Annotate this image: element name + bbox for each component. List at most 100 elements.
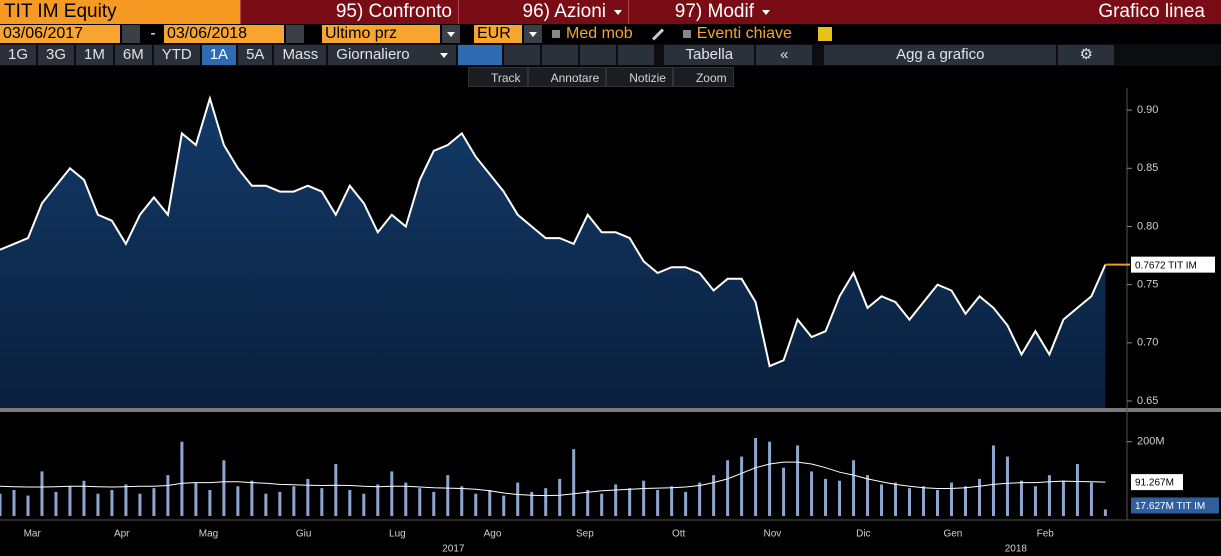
price-line: [0, 95, 1107, 368]
volume-bar: [600, 493, 604, 516]
calendar[interactable]: [286, 25, 304, 43]
volume-bar: [782, 467, 786, 516]
volume-bar: [740, 456, 744, 516]
x-tick-label: Apr: [114, 529, 130, 540]
volume-bar: [614, 484, 618, 516]
last-average-label: 91.267M: [1135, 478, 1174, 489]
y-tick-label: 0.85: [1137, 162, 1158, 174]
volume-bar: [726, 460, 730, 516]
volume-bar: [1075, 464, 1079, 516]
bar-icon[interactable]: [580, 45, 617, 65]
volume-bar: [991, 445, 995, 516]
periods: 1G 3G 1M 6M YTD 1A 5A Mass: [0, 45, 328, 65]
volume-bar: [152, 488, 156, 516]
calendar[interactable]: [122, 25, 140, 43]
security[interactable]: TIT IM Equity: [0, 0, 240, 24]
volume-bar: [544, 488, 548, 516]
period-button[interactable]: 5A: [238, 45, 273, 65]
volume-bar: [880, 484, 884, 516]
volume-bar: [96, 493, 100, 516]
settings[interactable]: ⚙: [1058, 45, 1115, 65]
volume-bar: [1005, 456, 1009, 516]
volume-bar: [768, 441, 772, 516]
period-button[interactable]: 1A: [201, 45, 237, 65]
volume-bar: [362, 493, 366, 516]
menu-item[interactable]: 96) Azioni: [458, 0, 628, 24]
volume-bar: [320, 488, 324, 516]
x-tick-label: Ott: [672, 529, 686, 540]
volume-bar: [572, 449, 576, 516]
tool-button[interactable]: Notizie: [606, 67, 673, 87]
period-button[interactable]: 1G: [0, 45, 37, 65]
volume-bar: [446, 475, 450, 516]
candle-icon[interactable]: [504, 45, 541, 65]
dropdown[interactable]: [442, 25, 460, 43]
y-tick-label: 0.65: [1137, 395, 1158, 407]
option[interactable]: Med mob: [566, 25, 633, 42]
period-button[interactable]: Mass: [274, 45, 327, 65]
volume-bar: [684, 491, 688, 516]
option[interactable]: Eventi chiave: [696, 25, 792, 42]
end-date[interactable]: 03/06/2018: [164, 25, 284, 43]
volume-bar: [334, 464, 338, 516]
table-button[interactable]: Tabella: [664, 45, 755, 65]
info-icon[interactable]: [817, 27, 832, 41]
period-button[interactable]: YTD: [153, 45, 200, 65]
volume-bar: [1061, 480, 1065, 516]
dropdown[interactable]: [524, 25, 542, 43]
title-bar: TIT IM Equity 95) Confronto 96) Azioni 9…: [0, 0, 1221, 24]
line-icon[interactable]: [458, 45, 503, 65]
volume-bar: [124, 484, 128, 516]
x-tick-label: Ago: [484, 529, 502, 540]
last-value-box: [1131, 256, 1215, 273]
currency[interactable]: EUR: [474, 25, 522, 43]
volume-bar: [810, 471, 814, 516]
start-date[interactable]: 03/06/2017: [0, 25, 120, 43]
y-tick-label: 0.90: [1137, 104, 1158, 116]
volume-bar: [222, 460, 226, 516]
volume-bar: [936, 490, 939, 516]
volume-bar: [166, 475, 170, 516]
frequency-label: Giornaliero: [336, 46, 410, 63]
volume-bar: [264, 493, 268, 516]
volume-bar: [306, 478, 310, 516]
year-label: 2017: [442, 544, 465, 555]
x-tick-label: Dic: [856, 529, 870, 540]
hl-icon[interactable]: [618, 45, 655, 65]
volume-bar: [376, 484, 380, 516]
volume-bar: [1089, 482, 1093, 516]
tool-button[interactable]: Track: [468, 67, 528, 87]
last-average-box: [1131, 474, 1183, 491]
volume-bar: [558, 478, 562, 516]
volume-bar: [432, 491, 436, 516]
menu-item[interactable]: 95) Confronto: [240, 0, 458, 24]
volume-bar: [502, 495, 506, 516]
volume-bar: [963, 486, 967, 516]
menu-item[interactable]: 97) Modif: [628, 0, 776, 24]
tool-button[interactable]: Zoom: [672, 67, 734, 87]
volume-bar: [586, 490, 590, 516]
volume-bar: [530, 491, 534, 516]
volume-bar: [908, 488, 912, 516]
period-button[interactable]: 1M: [76, 45, 113, 65]
field[interactable]: Ultimo prz: [322, 25, 440, 43]
volume-bar: [754, 438, 758, 516]
collapse[interactable]: «: [756, 45, 813, 65]
tool-button[interactable]: Annotare: [527, 67, 607, 87]
x-tick-label: Nov: [763, 529, 781, 540]
y-tick-label: 0.75: [1137, 279, 1158, 291]
add-button[interactable]: Agg a grafico: [824, 45, 1057, 65]
volume-bar: [949, 482, 953, 516]
volume-bar: [12, 490, 16, 516]
ohlc-icon[interactable]: [542, 45, 579, 65]
volume-bar: [866, 475, 870, 516]
volume-bar: [894, 482, 898, 516]
volume-bar: [656, 490, 660, 516]
frequency[interactable]: Giornaliero: [328, 45, 457, 65]
volume-bar: [712, 475, 716, 516]
x-tick-label: Sep: [576, 529, 594, 540]
period-button[interactable]: 3G: [38, 45, 75, 65]
price-area: [0, 98, 1106, 408]
period-button[interactable]: 6M: [114, 45, 152, 65]
